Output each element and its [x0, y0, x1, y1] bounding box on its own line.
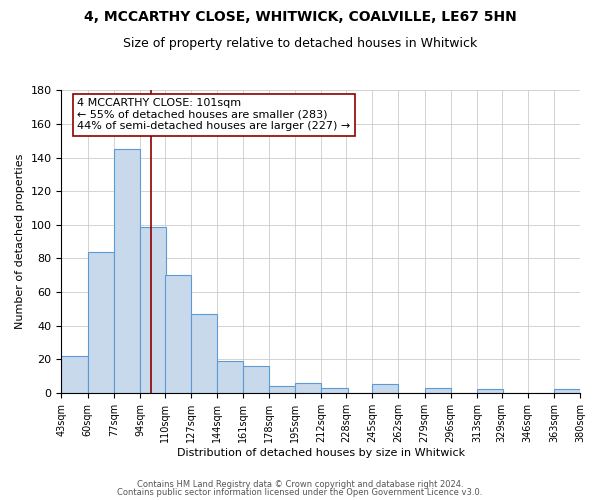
Bar — [114, 150, 140, 393]
Bar — [217, 361, 243, 393]
Y-axis label: Number of detached properties: Number of detached properties — [15, 154, 25, 330]
X-axis label: Distribution of detached houses by size in Whitwick: Distribution of detached houses by size … — [176, 448, 465, 458]
Text: Size of property relative to detached houses in Whitwick: Size of property relative to detached ho… — [123, 38, 477, 51]
Text: Contains HM Land Registry data © Crown copyright and database right 2024.: Contains HM Land Registry data © Crown c… — [137, 480, 463, 489]
Bar — [322, 388, 347, 393]
Bar — [164, 276, 191, 393]
Bar — [61, 356, 88, 393]
Bar — [88, 252, 114, 393]
Bar — [372, 384, 398, 393]
Text: 4 MCCARTHY CLOSE: 101sqm
← 55% of detached houses are smaller (283)
44% of semi-: 4 MCCARTHY CLOSE: 101sqm ← 55% of detach… — [77, 98, 350, 132]
Bar — [477, 390, 503, 393]
Bar — [191, 314, 217, 393]
Text: Contains public sector information licensed under the Open Government Licence v3: Contains public sector information licen… — [118, 488, 482, 497]
Bar — [554, 390, 580, 393]
Bar — [243, 366, 269, 393]
Bar — [425, 388, 451, 393]
Bar — [269, 386, 295, 393]
Bar — [295, 383, 322, 393]
Text: 4, MCCARTHY CLOSE, WHITWICK, COALVILLE, LE67 5HN: 4, MCCARTHY CLOSE, WHITWICK, COALVILLE, … — [83, 10, 517, 24]
Bar — [140, 226, 166, 393]
